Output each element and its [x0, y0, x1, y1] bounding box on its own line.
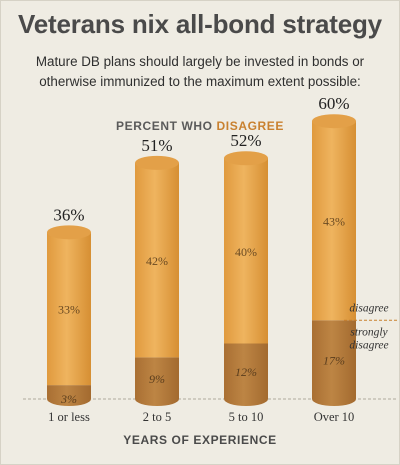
disagree-label: 42% [146, 254, 168, 268]
chart-title: Veterans nix all-bond strategy [18, 9, 382, 39]
bar-segment-strongly-disagree [135, 357, 179, 406]
bar-segment-disagree [224, 158, 268, 344]
bar-segment-strongly-disagree [47, 385, 91, 406]
subtitle-line-2: otherwise immunized to the maximum exten… [39, 74, 361, 89]
x-tick-label: Over 10 [314, 410, 355, 424]
total-label: 51% [141, 136, 172, 155]
chart-subtitle: Mature DB plans should largely be invest… [1, 52, 399, 92]
x-axis-title: YEARS OF EXPERIENCE [123, 433, 277, 447]
bar-segment-strongly-disagree [224, 343, 268, 406]
bar-top-cap [312, 114, 356, 129]
disagree-label: 43% [323, 215, 345, 229]
strongly-disagree-label: 17% [323, 354, 345, 368]
percent-header: PERCENT WHO DISAGREE [1, 119, 399, 133]
bar-segment-strongly-disagree [312, 320, 356, 406]
x-tick-label: 5 to 10 [229, 410, 264, 424]
x-tick-label: 1 or less [48, 410, 90, 424]
bar-top-cap [135, 155, 179, 170]
bar-segment-disagree [312, 121, 356, 321]
total-label: 52% [230, 131, 261, 150]
total-label: 60% [318, 94, 349, 113]
x-tick-label: 2 to 5 [143, 410, 171, 424]
bar-top-cap [224, 151, 268, 166]
bar-segment-disagree [47, 232, 91, 386]
strongly-disagree-label: 12% [235, 365, 257, 379]
strongly-disagree-label: 9% [149, 372, 165, 386]
subtitle-line-1: Mature DB plans should largely be invest… [35, 54, 365, 69]
total-label: 36% [53, 205, 84, 224]
percent-header-accent: DISAGREE [216, 119, 285, 133]
bar-segment-disagree [135, 162, 179, 358]
disagree-label: 33% [58, 303, 80, 317]
strongly-disagree-label: 3% [60, 392, 77, 406]
legend-strongly-line1: strongly [350, 326, 388, 338]
legend-disagree: disagree [349, 302, 388, 314]
bar-top-cap [47, 225, 91, 240]
disagree-label: 40% [235, 245, 257, 259]
legend-strongly-line2: disagree [349, 339, 388, 351]
percent-header-prefix: PERCENT WHO [115, 119, 217, 133]
